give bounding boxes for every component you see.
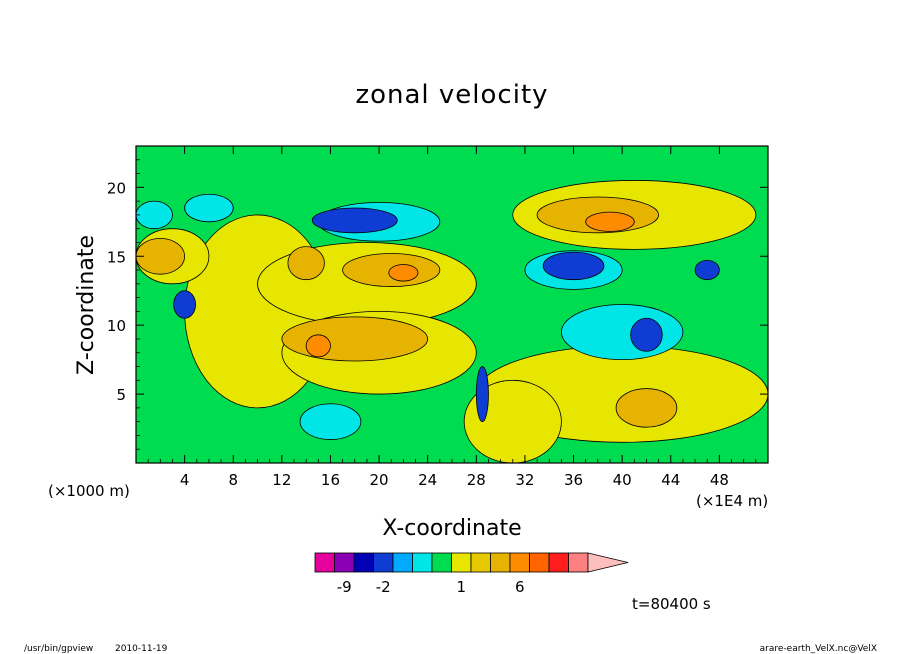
colorbar-label: -2: [376, 578, 391, 596]
x-tick-label: 48: [710, 471, 729, 489]
colorbar-segment: [353, 552, 374, 573]
colorbar-label: 6: [515, 578, 525, 596]
colorbar-segment: [451, 552, 472, 573]
x-tick-label: 4: [180, 471, 190, 489]
y-tick-label: 10: [107, 317, 126, 335]
x-tick-label: 32: [515, 471, 534, 489]
footer-date: 2010-11-19: [115, 644, 168, 654]
contour-region-blue-24: [630, 317, 663, 352]
x-tick-label: 40: [613, 471, 632, 489]
footer-file: arare-earth_VelX.nc@VelX: [760, 644, 877, 654]
colorbar-segment: [529, 552, 550, 573]
y-tick-label: 20: [107, 179, 126, 197]
chart-title: zonal velocity: [355, 80, 548, 110]
colorbar-segment: [392, 552, 413, 573]
contour-region-blue-27: [694, 259, 720, 281]
colorbar-segment: [412, 552, 433, 573]
x-tick-label: 24: [418, 471, 437, 489]
colorbar-label: -9: [337, 578, 352, 596]
y-tick-label: 5: [116, 386, 126, 404]
colorbar-arrow: [587, 552, 629, 573]
contour-region-cyan-19: [299, 403, 362, 440]
contour-region-orange-12: [136, 237, 186, 275]
y-tick-label: 15: [107, 248, 126, 266]
x-tick-label: 28: [467, 471, 486, 489]
contour-region-cyan-20: [136, 200, 173, 230]
colorbar-labels: -9 -2 1 6: [337, 578, 525, 596]
x-tick-label: 12: [272, 471, 291, 489]
colorbar-segment: [490, 552, 511, 573]
x-tick-label: 8: [228, 471, 238, 489]
contour-region-cyan-21: [184, 193, 234, 223]
contour-region-cyan-18: [560, 304, 684, 361]
contour-region-orange-10: [615, 388, 678, 428]
contour-region-blue-25: [173, 290, 196, 319]
x-tick-label: 20: [370, 471, 389, 489]
x-unit-left: (×1000 m): [48, 482, 130, 500]
time-label: t=80400 s: [632, 595, 711, 613]
colorbar-segment: [334, 552, 355, 573]
contour-region-blue-22: [311, 207, 398, 234]
x-axis-ticks: 4 8 12 16 20 24 28 32 36 40 44 48: [147, 146, 757, 489]
colorbar: [314, 552, 629, 573]
contour-region-orange-dark-14: [305, 334, 331, 358]
contour-field: [136, 146, 768, 463]
contour-region-orange-dark-13: [585, 211, 635, 232]
contour-region-orange-dark-15: [388, 264, 419, 282]
colorbar-segment: [548, 552, 569, 573]
colorbar-segment: [314, 552, 335, 573]
colorbar-segment: [568, 552, 589, 573]
colorbar-segment: [373, 552, 394, 573]
contour-region-blue-23: [542, 251, 605, 281]
colorbar-segment: [470, 552, 491, 573]
x-tick-label: 16: [321, 471, 340, 489]
contour-region-blue-26: [475, 366, 489, 423]
x-tick-label: 44: [661, 471, 680, 489]
colorbar-segment: [509, 552, 530, 573]
x-tick-label: 36: [564, 471, 583, 489]
y-axis-label: Z-coordinate: [74, 235, 99, 375]
x-unit-right: (×1E4 m): [696, 492, 768, 510]
footer-program: /usr/bin/gpview: [24, 644, 93, 654]
x-axis-label: X-coordinate: [382, 516, 521, 541]
y-axis-ticks: 5 10 15 20: [107, 159, 768, 450]
contour-region-orange-7: [281, 316, 429, 362]
colorbar-label: 1: [456, 578, 466, 596]
colorbar-segment: [431, 552, 452, 573]
contour-region-orange-11: [287, 246, 325, 281]
